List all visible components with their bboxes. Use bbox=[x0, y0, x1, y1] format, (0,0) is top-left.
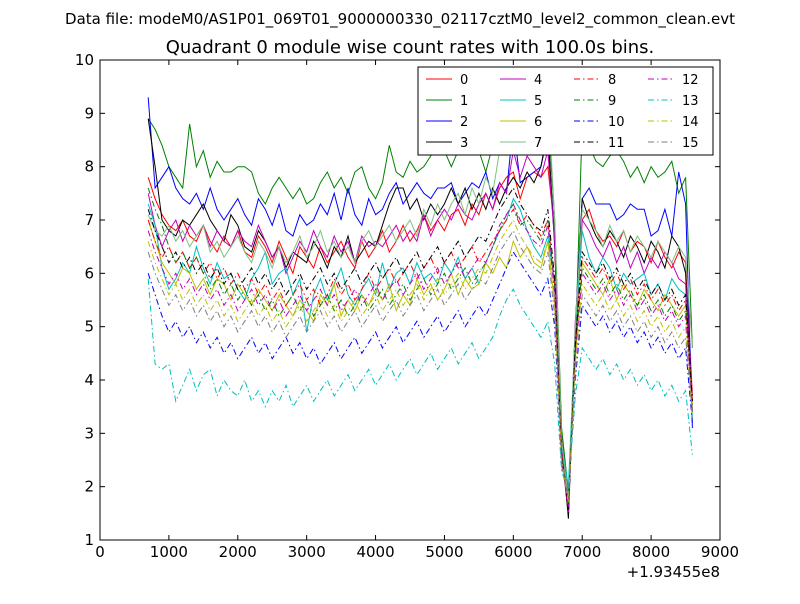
x-tick-label: 1000 bbox=[150, 543, 188, 561]
y-tick-label: 7 bbox=[84, 211, 94, 229]
series-line-5 bbox=[147, 197, 693, 487]
x-tick-label: 9000 bbox=[701, 543, 739, 561]
x-offset-label: +1.93455e8 bbox=[627, 563, 720, 581]
y-tick-label: 3 bbox=[84, 424, 94, 442]
y-tick-label: 6 bbox=[84, 264, 94, 282]
series-line-6 bbox=[147, 219, 693, 503]
y-tick-label: 5 bbox=[84, 318, 94, 336]
legend-label-2: 2 bbox=[460, 115, 468, 130]
series-line-4 bbox=[147, 150, 693, 514]
y-tick-label: 10 bbox=[75, 51, 94, 69]
axis-ticks: 0 1000 2000 3000 4000 5000 6000 7000 8000 9000123… bbox=[75, 51, 739, 561]
plot-frame bbox=[99, 59, 721, 541]
series-line-13 bbox=[147, 278, 693, 493]
y-tick-label: 9 bbox=[84, 104, 94, 122]
legend-label-14: 14 bbox=[682, 115, 699, 130]
series-line-7 bbox=[147, 90, 693, 509]
x-tick-label: 4000 bbox=[356, 543, 394, 561]
x-tick-label: 7000 bbox=[563, 543, 601, 561]
legend-label-7: 7 bbox=[534, 136, 542, 151]
legend-label-9: 9 bbox=[608, 94, 616, 109]
series-layer bbox=[147, 90, 693, 519]
series-line-14 bbox=[147, 218, 693, 503]
x-tick-label: 5000 bbox=[425, 543, 463, 561]
legend-label-4: 4 bbox=[534, 73, 542, 88]
series-line-2 bbox=[147, 97, 693, 514]
y-tick-label: 2 bbox=[84, 478, 94, 496]
y-tick-label: 1 bbox=[84, 531, 94, 549]
legend-box bbox=[417, 66, 714, 156]
x-tick-label: 6000 bbox=[494, 543, 532, 561]
legend-label-13: 13 bbox=[682, 94, 699, 109]
series-line-15 bbox=[147, 229, 693, 498]
series-line-8 bbox=[147, 208, 693, 509]
series-line-9 bbox=[147, 187, 693, 503]
x-tick-label: 8000 bbox=[632, 543, 670, 561]
series-line-11 bbox=[147, 186, 693, 514]
series-line-1 bbox=[147, 111, 693, 493]
series-line-10 bbox=[147, 250, 693, 498]
x-tick-label: 0 bbox=[95, 543, 105, 561]
legend-label-6: 6 bbox=[534, 115, 542, 130]
legend-label-10: 10 bbox=[608, 115, 625, 130]
legend-label-1: 1 bbox=[460, 94, 468, 109]
legend-label-5: 5 bbox=[534, 94, 542, 109]
y-tick-label: 4 bbox=[84, 371, 94, 389]
series-line-3 bbox=[147, 118, 693, 519]
chart-title: Quadrant 0 module wise count rates with … bbox=[166, 37, 655, 58]
legend-label-11: 11 bbox=[608, 136, 625, 151]
legend-label-3: 3 bbox=[460, 136, 468, 151]
datafile-header: Data file: modeM0/AS1P01_069T01_90000003… bbox=[65, 10, 735, 29]
series-line-12 bbox=[147, 202, 693, 509]
x-tick-label: 2000 bbox=[219, 543, 257, 561]
y-tick-label: 8 bbox=[84, 158, 94, 176]
legend-label-12: 12 bbox=[682, 73, 699, 88]
legend-label-15: 15 bbox=[682, 136, 699, 151]
legend-label-8: 8 bbox=[608, 73, 616, 88]
x-tick-label: 3000 bbox=[288, 543, 326, 561]
legend-label-0: 0 bbox=[460, 73, 468, 88]
